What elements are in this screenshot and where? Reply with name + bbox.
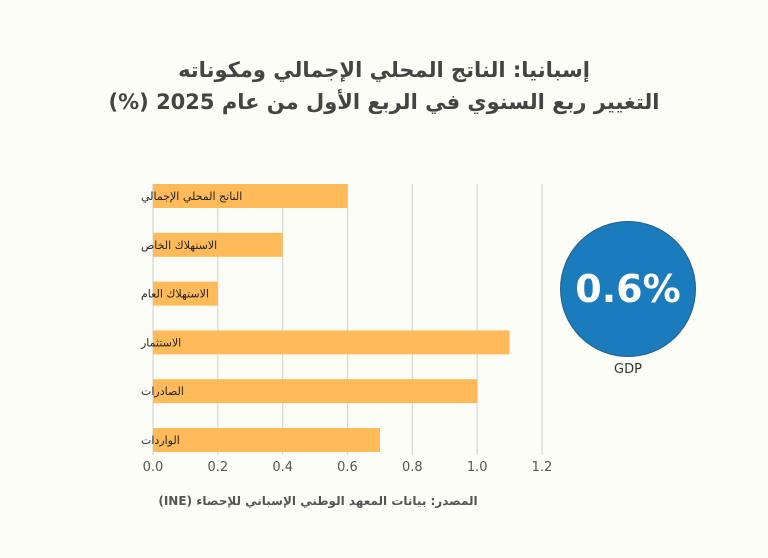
x-tick-label: 1.0 <box>467 460 488 475</box>
bar <box>153 428 380 452</box>
y-category-label: الواردات <box>141 434 180 447</box>
x-tick-label: 0.2 <box>207 460 228 475</box>
x-tick-label: 0.6 <box>337 460 358 475</box>
bar <box>153 184 348 208</box>
gdp-kpi-label: GDP <box>614 362 642 377</box>
bar <box>153 330 510 355</box>
x-tick-label: 1.2 <box>532 460 553 475</box>
bar <box>153 232 283 257</box>
chart-title: إسبانيا: الناتج المحلي الإجمالي ومكوناته <box>178 58 590 82</box>
y-category-label: الناتج المحلي الإجمالي <box>141 190 242 203</box>
x-tick-label: 0.0 <box>143 460 164 475</box>
bar <box>153 281 218 306</box>
source-note: المصدر: بيانات المعهد الوطني الإسباني لل… <box>158 494 478 508</box>
y-category-label: الاستهلاك العام <box>141 288 209 301</box>
y-category-label: الاستثمار <box>140 336 181 349</box>
x-tick-label: 0.4 <box>272 460 293 475</box>
bar <box>153 379 478 404</box>
x-tick-label: 0.8 <box>402 460 423 475</box>
y-category-label: الاستهلاك الخاص <box>141 239 217 252</box>
gdp-kpi-circle: 0.6% <box>560 221 696 357</box>
y-category-label: الصادرات <box>141 385 184 398</box>
gdp-kpi-value: 0.6% <box>575 267 681 311</box>
chart-subtitle: التغيير ربع السنوي في الربع الأول من عام… <box>108 90 660 114</box>
